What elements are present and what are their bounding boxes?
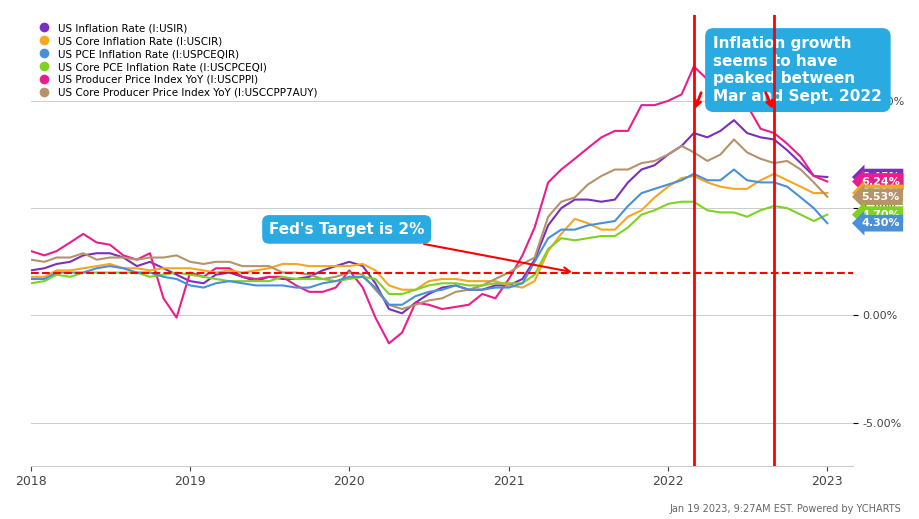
Text: Fed's Target is 2%: Fed's Target is 2%: [268, 222, 569, 274]
Text: 6.24%: 6.24%: [860, 176, 899, 186]
Text: 5.53%: 5.53%: [860, 192, 899, 202]
Text: Jan 19 2023, 9:27AM EST. Powered by YCHARTS: Jan 19 2023, 9:27AM EST. Powered by YCHA…: [669, 504, 901, 514]
Text: 6.45%: 6.45%: [860, 172, 899, 182]
Legend: US Inflation Rate (I:USIR), US Core Inflation Rate (I:USCIR), US PCE Inflation R: US Inflation Rate (I:USIR), US Core Infl…: [36, 20, 320, 101]
Text: 4.70%: 4.70%: [860, 210, 899, 220]
Text: Inflation growth
seems to have
peaked between
Mar and Sept. 2022: Inflation growth seems to have peaked be…: [712, 36, 881, 104]
Text: 5.71%: 5.71%: [860, 188, 899, 198]
Text: 4.30%: 4.30%: [860, 218, 899, 228]
